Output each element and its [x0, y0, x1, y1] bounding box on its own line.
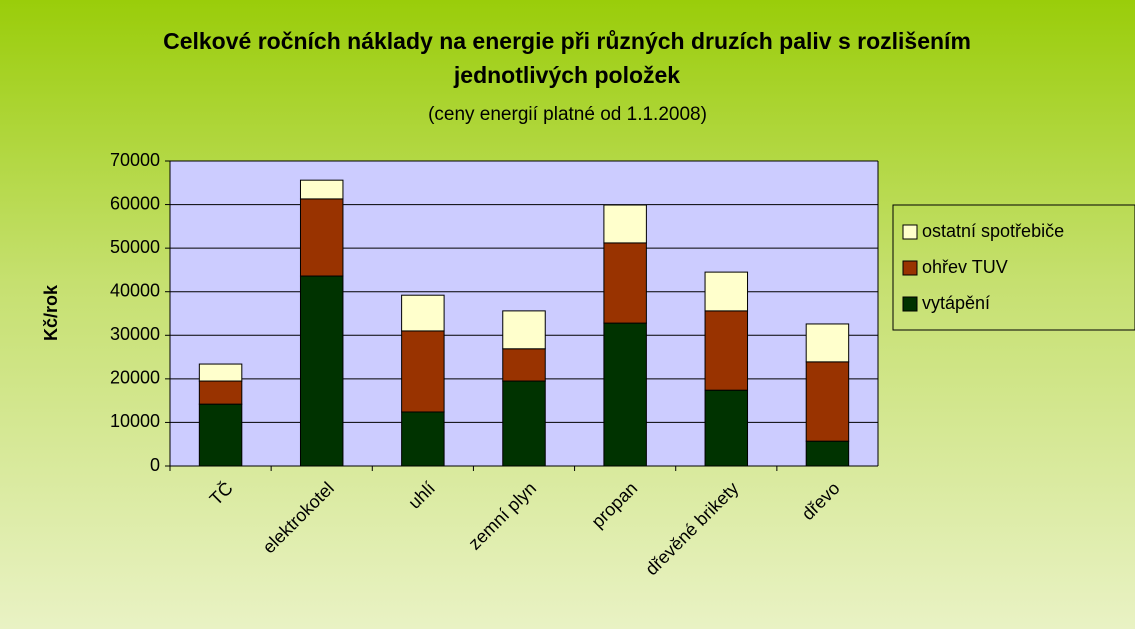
x-tick-label: uhlí	[404, 478, 439, 513]
legend-label: ohřev TUV	[922, 257, 1008, 277]
chart-subtitle: (ceny energií platné od 1.1.2008)	[428, 104, 707, 125]
bar-segment	[502, 348, 546, 382]
bar-segment	[502, 310, 546, 350]
y-tick-label: 40000	[110, 280, 160, 300]
legend-swatch	[902, 296, 918, 312]
bar-segment	[502, 380, 546, 467]
bar-segment	[805, 361, 850, 442]
legend-label: vytápění	[922, 293, 990, 313]
bar-segment	[805, 440, 850, 467]
y-tick-label: 10000	[110, 411, 160, 431]
bar-segment	[401, 294, 445, 332]
bar-segment	[299, 198, 344, 277]
bar-segment	[198, 380, 243, 405]
y-tick-label: 50000	[110, 237, 160, 257]
bar-segment	[198, 403, 243, 467]
bar-segment	[704, 271, 749, 312]
bar-segment	[805, 323, 850, 363]
legend	[892, 204, 1135, 331]
y-tick-label: 70000	[110, 150, 160, 170]
bar-segment	[401, 330, 445, 413]
bar-segment	[603, 242, 647, 324]
y-tick-label: 20000	[110, 368, 160, 388]
legend-label: ostatní spotřebiče	[922, 221, 1064, 241]
x-tick-label: dřevo	[798, 478, 844, 524]
chart-title: Celkové ročních náklady na energie při r…	[163, 28, 971, 88]
x-tick-label: elektrokotel	[259, 478, 338, 557]
bar-segment	[198, 363, 243, 382]
bar-segment	[299, 275, 344, 467]
bar-segment	[704, 310, 749, 391]
bar-segment	[704, 389, 749, 467]
x-tick-label: dřevěné brikety	[641, 478, 742, 579]
bar-segment	[401, 411, 445, 467]
x-tick-label: TČ	[205, 477, 237, 509]
x-tick-label: zemní plyn	[464, 478, 540, 554]
legend-swatch	[902, 260, 918, 276]
bar-segment	[299, 179, 344, 200]
legend-swatch	[902, 224, 918, 240]
y-axis-label: Kč/rok	[41, 284, 61, 341]
bar-segment	[603, 204, 647, 244]
y-tick-label: 0	[150, 455, 160, 475]
y-tick-label: 60000	[110, 193, 160, 213]
y-tick-label: 30000	[110, 324, 160, 344]
x-tick-label: propan	[588, 478, 642, 532]
bar-segment	[603, 322, 647, 467]
